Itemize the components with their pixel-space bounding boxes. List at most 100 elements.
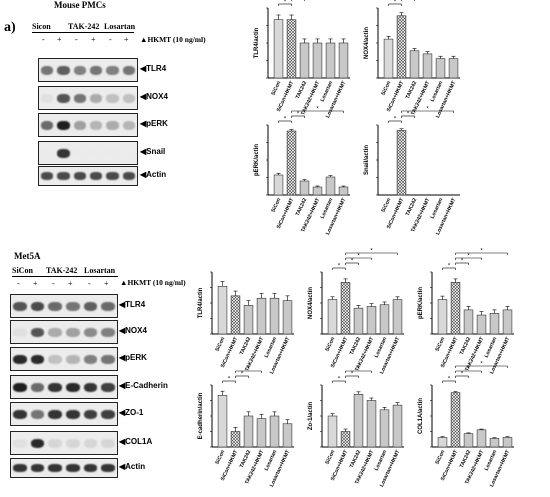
y-axis-label: COL1A/actin <box>418 398 424 434</box>
bottom-row-label: ◀ZO-1 <box>119 408 144 417</box>
bar <box>409 50 420 79</box>
sig-star: * <box>448 264 451 270</box>
bottom-band <box>48 409 62 419</box>
bar <box>325 42 336 79</box>
tick-label: TAK242 <box>459 449 472 469</box>
top-row-label: ◀Actin <box>140 170 167 179</box>
sig-star: * <box>467 367 470 373</box>
sig-star: * <box>407 0 410 1</box>
bottom-row-label: ◀COL1A <box>119 437 153 446</box>
top-band <box>57 120 70 130</box>
top-blot-row-actin <box>38 166 138 186</box>
bar <box>476 314 487 335</box>
bar <box>282 300 293 335</box>
y-axis-label: TLR4/actin <box>198 287 204 318</box>
tick-label: TAK242 <box>295 197 308 217</box>
bar <box>269 297 280 335</box>
bar <box>230 295 241 335</box>
sig-star: * <box>394 0 397 6</box>
tick-label: SiCon <box>271 80 283 96</box>
bar <box>437 299 448 335</box>
top-band <box>106 93 119 103</box>
top-band <box>41 65 54 75</box>
bottom-band <box>83 438 98 448</box>
bottom-band <box>13 327 27 337</box>
y-axis-label: pERK/actin <box>254 144 260 176</box>
tick-label: SiCon <box>381 197 393 213</box>
top-band <box>41 120 54 130</box>
sig-star: * <box>338 264 341 270</box>
top-group-losartan: Losartan <box>104 22 136 31</box>
top-band <box>73 65 86 75</box>
top-band <box>41 172 54 180</box>
bottom-blot-row-tlr4 <box>10 294 118 318</box>
top-band <box>106 120 119 130</box>
bottom-band <box>30 409 45 419</box>
bottom-blot-row-actin <box>10 458 118 478</box>
top-blot-row-snail <box>38 141 138 165</box>
top-band <box>57 65 70 75</box>
sig-star: * <box>480 362 483 368</box>
bar <box>396 130 407 196</box>
top-band <box>90 93 103 103</box>
bar <box>273 19 284 79</box>
top-band <box>106 148 119 158</box>
top-band <box>90 120 103 130</box>
bottom-band <box>101 327 115 337</box>
top-band <box>122 172 135 180</box>
bottom-band <box>101 409 115 419</box>
bar <box>340 282 351 335</box>
tick-label: TAK242 <box>349 449 362 469</box>
bar <box>282 423 293 448</box>
bottom-band <box>66 409 80 419</box>
tick-label: SiCon <box>325 449 337 465</box>
bar <box>338 42 349 79</box>
sig-star: * <box>357 254 360 260</box>
tick-label: SiCon <box>215 336 227 352</box>
top-band <box>41 148 54 158</box>
bottom-band <box>83 409 98 419</box>
bottom-group-losartan: Losartan <box>84 266 116 275</box>
top-band <box>122 148 135 158</box>
y-axis-label: Zo-1/actin <box>308 402 314 431</box>
bottom-band <box>101 301 115 311</box>
bar <box>299 180 310 196</box>
bar <box>383 38 394 79</box>
bottom-group-underline <box>12 276 118 277</box>
bottom-blot-row-e-cadherin <box>10 375 118 399</box>
bottom-band <box>83 354 98 364</box>
top-row-label: ◀Snail <box>140 147 166 156</box>
top-band <box>122 120 135 130</box>
tick-label: TAK242 <box>295 80 308 100</box>
bar <box>327 415 338 448</box>
top-group-tak: TAK-242 <box>68 22 100 31</box>
sig-star: * <box>284 117 287 123</box>
top-row-label: ◀NOX4 <box>140 92 168 101</box>
bar <box>450 392 461 448</box>
bar <box>379 304 390 335</box>
bottom-band <box>48 438 62 448</box>
top-band <box>90 172 103 180</box>
sig-star: * <box>461 259 464 265</box>
sig-star: * <box>297 112 300 118</box>
bottom-band <box>48 464 62 472</box>
top-hkmt-label: ▲HKMT (10 ng/ml) <box>140 35 206 44</box>
bottom-band <box>48 354 62 364</box>
bar <box>273 174 284 196</box>
bar <box>312 42 323 79</box>
bottom-band <box>66 438 80 448</box>
bar <box>243 415 254 448</box>
bar <box>448 58 459 79</box>
tick-label: TAK242 <box>459 336 472 356</box>
y-axis-label: NOX4/actin <box>364 27 370 59</box>
bottom-band <box>13 409 27 419</box>
bar <box>217 395 228 448</box>
bottom-band <box>83 301 98 311</box>
sig-star: * <box>467 254 470 260</box>
bar <box>476 429 487 448</box>
bottom-band <box>101 354 115 364</box>
bottom-blot-row-perk <box>10 347 118 371</box>
